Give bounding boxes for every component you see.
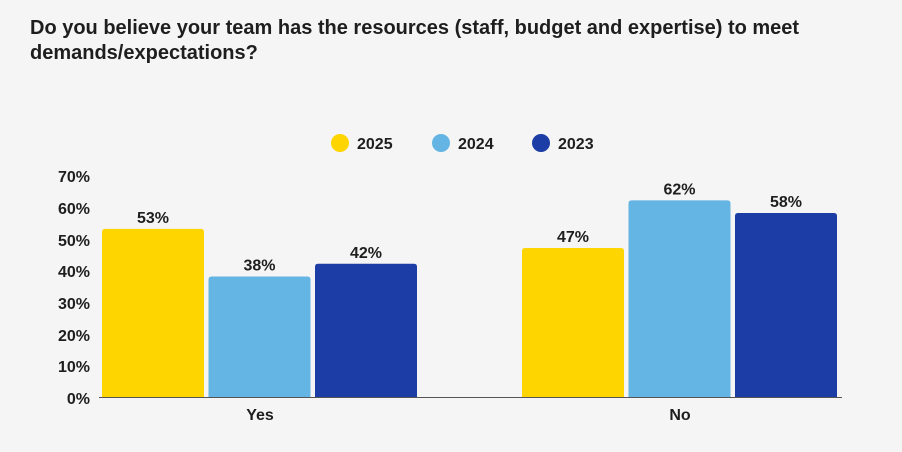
legend-label-2025: 2025 bbox=[357, 136, 393, 153]
legend: 2025 2024 2023 bbox=[331, 134, 594, 153]
bar-no-2024 bbox=[628, 200, 731, 397]
legend-label-2024: 2024 bbox=[458, 136, 494, 153]
data-label-yes-2024: 38% bbox=[243, 257, 275, 274]
data-label-yes-2025: 53% bbox=[137, 210, 169, 227]
data-label-yes-2023: 42% bbox=[350, 245, 382, 262]
bars: 53% 38% 42% 47% 62% 58% bbox=[102, 181, 837, 397]
bar-yes-2025 bbox=[102, 228, 204, 397]
data-label-no-2023: 58% bbox=[770, 194, 802, 211]
y-tick-label: 30% bbox=[58, 296, 90, 313]
y-tick-label: 20% bbox=[58, 328, 90, 345]
legend-swatch-2024 bbox=[432, 134, 450, 152]
x-tick-label-no: No bbox=[669, 407, 691, 424]
bar-no-2025 bbox=[522, 247, 624, 397]
y-tick-label: 50% bbox=[58, 233, 90, 250]
y-tick-label: 70% bbox=[58, 169, 90, 186]
bar-yes-2024 bbox=[208, 276, 311, 397]
legend-item: 2024 bbox=[432, 134, 494, 153]
x-tick-label-yes: Yes bbox=[246, 407, 274, 424]
y-axis: 70% 60% 50% 40% 30% 20% 10% 0% bbox=[58, 169, 90, 408]
chart-title: Do you believe your team has the resourc… bbox=[30, 17, 800, 64]
y-tick-label: 60% bbox=[58, 201, 90, 218]
legend-label-2023: 2023 bbox=[558, 136, 594, 153]
y-tick-label: 10% bbox=[58, 359, 90, 376]
bar-no-2023 bbox=[735, 213, 837, 397]
x-axis: Yes No bbox=[246, 407, 691, 424]
bar-yes-2023 bbox=[315, 263, 417, 397]
legend-swatch-2025 bbox=[331, 134, 349, 152]
legend-swatch-2023 bbox=[532, 134, 550, 152]
legend-item: 2023 bbox=[532, 134, 594, 153]
legend-item: 2025 bbox=[331, 134, 393, 153]
data-label-no-2025: 47% bbox=[557, 229, 589, 246]
y-tick-label: 0% bbox=[67, 391, 90, 408]
y-tick-label: 40% bbox=[58, 264, 90, 281]
data-label-no-2024: 62% bbox=[663, 181, 695, 198]
